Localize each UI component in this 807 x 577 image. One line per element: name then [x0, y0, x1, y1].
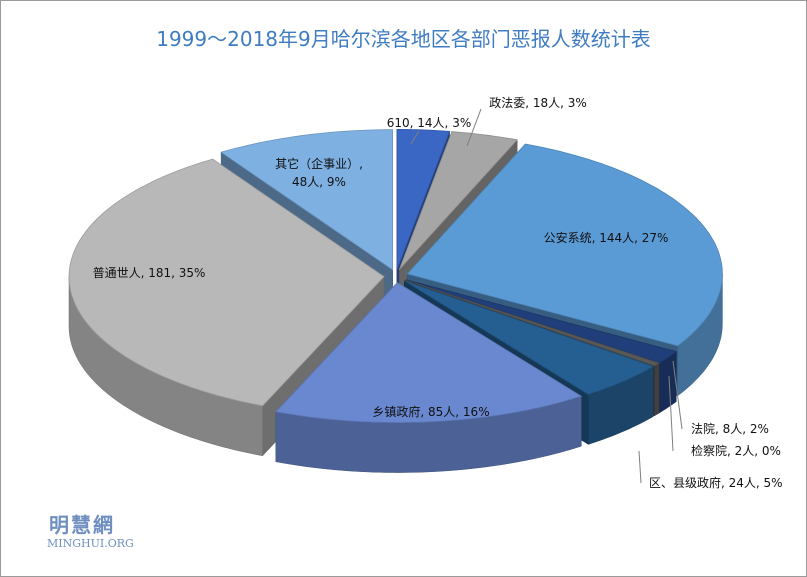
data-label: 其它（企事业）, 48人, 9% — [275, 157, 363, 189]
slice — [405, 279, 678, 364]
leader-line — [638, 450, 642, 484]
slice — [396, 129, 451, 270]
slice — [220, 129, 393, 271]
data-label: 检察院, 2人, 0% — [691, 444, 781, 458]
data-label: 区、县级政府, 24人, 5% — [649, 476, 783, 490]
data-label: 公安系统, 144人, 27% — [543, 231, 669, 245]
data-label: 普通世人, 181, 35% — [92, 266, 206, 280]
slice-side — [654, 362, 660, 417]
slice — [404, 280, 655, 395]
leader-line — [668, 375, 674, 452]
leader-line — [672, 360, 683, 430]
slice — [398, 131, 518, 270]
slice — [406, 143, 723, 347]
leader-line — [466, 108, 482, 147]
data-label: 610, 14人, 3% — [386, 116, 472, 130]
data-label: 政法委, 18人, 3% — [489, 96, 587, 110]
slice — [68, 158, 385, 407]
chart-title: 1999～2018年9月哈尔滨各地区各部门恶报人数统计表 — [156, 27, 651, 51]
data-label: 法院, 8人, 2% — [691, 422, 769, 436]
leader-line — [410, 130, 420, 145]
data-label: 乡镇政府, 85人, 16% — [372, 405, 490, 419]
slice — [275, 282, 583, 424]
watermark-name: 明慧網 — [49, 513, 115, 537]
watermark-site: MINGHUI.ORG — [47, 537, 134, 550]
slice — [405, 279, 661, 367]
